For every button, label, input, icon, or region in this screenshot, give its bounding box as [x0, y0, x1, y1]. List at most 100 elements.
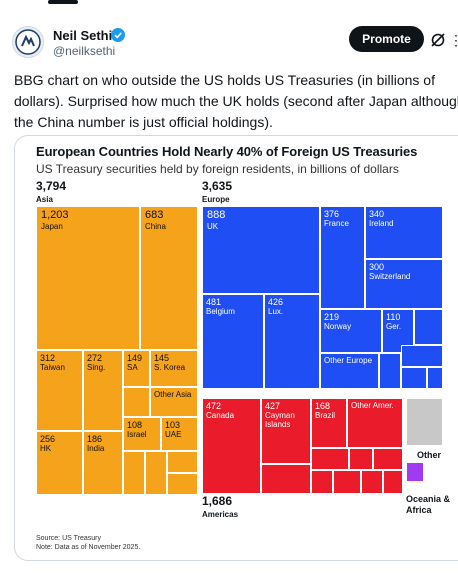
tile-other-amer: Other Amer.	[347, 398, 403, 448]
tile-value: 272	[87, 353, 103, 363]
tile-label: Brazil	[315, 411, 336, 420]
tile-value: 110	[386, 312, 401, 322]
source-text: Source: US Treasury	[36, 535, 101, 542]
tile-sing: 272 Sing.	[83, 350, 123, 431]
tile-unlabeled	[349, 448, 373, 470]
tile-switzerland: 300 Switzerland	[365, 259, 443, 309]
tile-japan: 1,203 Japan	[36, 206, 140, 350]
tile-label: Japan	[41, 222, 63, 231]
tile-unlabeled	[414, 309, 443, 345]
tile-value: 1,203	[41, 209, 69, 221]
tile-value: 219	[324, 312, 340, 322]
tile-value: 312	[40, 353, 56, 363]
tile-unlabeled	[406, 398, 443, 446]
tile-unlabeled	[167, 473, 198, 495]
tile-value: 186	[87, 434, 103, 444]
tile-unlabeled	[123, 451, 145, 495]
tile-unlabeled	[311, 470, 333, 494]
author-handle[interactable]: @neilksethi	[53, 44, 116, 58]
tile-label: Ireland	[369, 219, 394, 228]
tile-value: 376	[324, 209, 340, 219]
tile-sa: 149 SA	[123, 350, 150, 387]
previous-post-fragment	[0, 0, 458, 8]
tile-unlabeled	[123, 387, 150, 417]
tile-china: 683 China	[140, 206, 198, 350]
post-text-line: dollars). Surprised how much the UK hold…	[14, 93, 458, 109]
tile-value: 481	[206, 297, 222, 307]
tile-lux: 426 Lux.	[264, 294, 320, 389]
tile-uae: 103 UAE	[161, 417, 198, 451]
tile-value: 168	[315, 401, 331, 411]
tile-other-europe: Other Europe	[320, 353, 379, 389]
grok-icon[interactable]	[430, 32, 446, 48]
tile-unlabeled	[379, 353, 401, 389]
tile-label: Canada	[206, 411, 235, 420]
group-name-other: Other	[417, 450, 442, 460]
tile-unlabeled	[427, 367, 443, 389]
post-text-line: BBG chart on who outside the US holds US…	[14, 72, 435, 88]
tile-india: 186 India	[83, 431, 123, 495]
chart-image[interactable]: European Countries Hold Nearly 40% of Fo…	[14, 135, 458, 561]
tile-value: 472	[206, 401, 222, 411]
tile-label: UAE	[165, 430, 182, 439]
tile-norway: 219 Norway	[320, 309, 382, 353]
tile-unlabeled	[167, 451, 198, 473]
tile-canada: 472 Canada	[202, 398, 261, 494]
tile-france: 376 France	[320, 206, 365, 309]
tile-cayman-islands: 427 Cayman Islands	[261, 398, 311, 464]
post-text: BBG chart on who outside the US holds US…	[14, 70, 458, 133]
tile-other-asia: Other Asia	[150, 387, 198, 417]
tile-label: India	[87, 444, 105, 453]
tile-unlabeled	[401, 345, 443, 367]
tile-belgium: 481 Belgium	[202, 294, 264, 389]
group-name-asia: Asia	[36, 195, 53, 204]
tile-label: SA	[127, 363, 138, 372]
tile-label: S. Korea	[154, 363, 186, 372]
promote-button[interactable]: Promote	[349, 26, 424, 52]
tile-label: Other Amer.	[351, 401, 394, 410]
tile-value: 149	[127, 353, 143, 363]
tile-hk: 256 HK	[36, 431, 83, 495]
chart-subtitle: US Treasury securities held by foreign r…	[36, 162, 399, 176]
group-value-asia: 3,794	[36, 179, 67, 193]
tile-ger: 110 Ger.	[382, 309, 414, 353]
tile-unlabeled	[261, 464, 311, 494]
group-value-europe: 3,635	[202, 179, 233, 193]
tile-s-korea: 145 S. Korea	[150, 350, 198, 387]
tile-label: Israel	[127, 430, 147, 439]
tile-label: Belgium	[206, 307, 235, 316]
group-name-americas: Americas	[202, 510, 239, 519]
tile-value: 145	[154, 353, 170, 363]
tile-israel: 108 Israel	[123, 417, 161, 451]
tile-label: Norway	[324, 322, 352, 331]
tile-value: 888	[207, 209, 226, 221]
tile-value: 300	[369, 262, 385, 272]
tile-label: China	[145, 222, 166, 231]
group-name-oceania-africa: Oceania & Africa	[406, 494, 451, 515]
tile-label: Lux.	[268, 307, 284, 316]
tile-brazil: 168 Brazil	[311, 398, 347, 448]
tile-uk: 888 UK	[202, 206, 320, 294]
tile-label: Ger.	[386, 322, 402, 331]
chart-title: European Countries Hold Nearly 40% of Fo…	[36, 144, 418, 159]
group-name-europe: Europe	[202, 195, 230, 204]
avatar[interactable]	[12, 26, 44, 58]
tile-label: UK	[207, 222, 219, 231]
avatar-logo	[15, 29, 41, 55]
tile-ireland: 340 Ireland	[365, 206, 443, 259]
tile-value: 108	[127, 420, 143, 430]
more-icon[interactable]: ⋮	[449, 31, 458, 48]
group-value-americas: 1,686	[202, 494, 233, 508]
treemap: 1,203 Japan 683 China 312 Taiwan 272 Sing. 149 SA…	[15, 136, 458, 560]
tile-unlabeled	[311, 448, 349, 470]
tile-label: Other Europe	[324, 356, 373, 365]
author-name[interactable]: Neil Sethi	[53, 28, 113, 43]
tile-label: HK	[40, 444, 52, 453]
chart-source: Source: US Treasury Note: Data as of Nov…	[36, 534, 140, 552]
tile-value: 340	[369, 209, 385, 219]
tile-label: Switzerland	[369, 272, 411, 281]
tile-unlabeled	[406, 462, 424, 482]
post-text-line: the China number is just official holdin…	[14, 114, 273, 130]
verified-badge-icon	[111, 28, 125, 42]
tile-label: Cayman Islands	[265, 411, 295, 429]
